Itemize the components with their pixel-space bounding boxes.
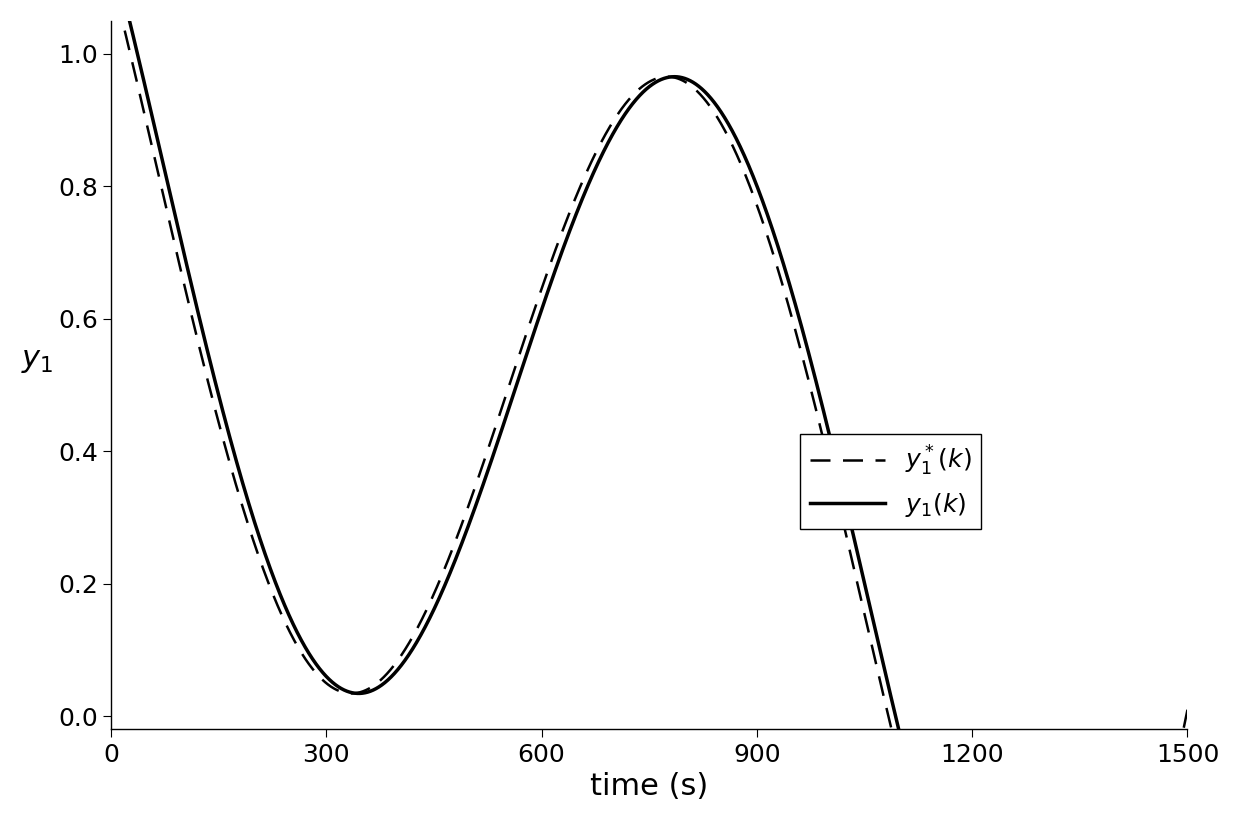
$y_1(k)$ [515,363,529,372]
$y_1^*(k)$ [804,385,818,395]
$y_1^*(k)$ [299,656,314,666]
$y_1(k)$ [906,788,921,798]
$y_1^*(k)$ [1180,704,1195,714]
$y_1^*(k)$ [749,200,764,210]
Legend: $y_1^*(k)$, $y_1(k)$: $y_1^*(k)$, $y_1(k)$ [800,434,981,529]
Y-axis label: $y_1$: $y_1$ [21,346,53,375]
$y_1(k)$ [1180,740,1195,750]
X-axis label: time (s): time (s) [590,772,708,801]
$y_1(k)$ [749,180,764,190]
$y_1^*(k)$ [515,341,529,351]
$y_1^*(k)$ [906,816,921,822]
$y_1(k)$ [804,358,818,367]
Line: $y_1(k)$: $y_1(k)$ [110,0,1188,822]
Line: $y_1^*(k)$: $y_1^*(k)$ [110,0,1188,822]
$y_1(k)$ [299,644,314,654]
